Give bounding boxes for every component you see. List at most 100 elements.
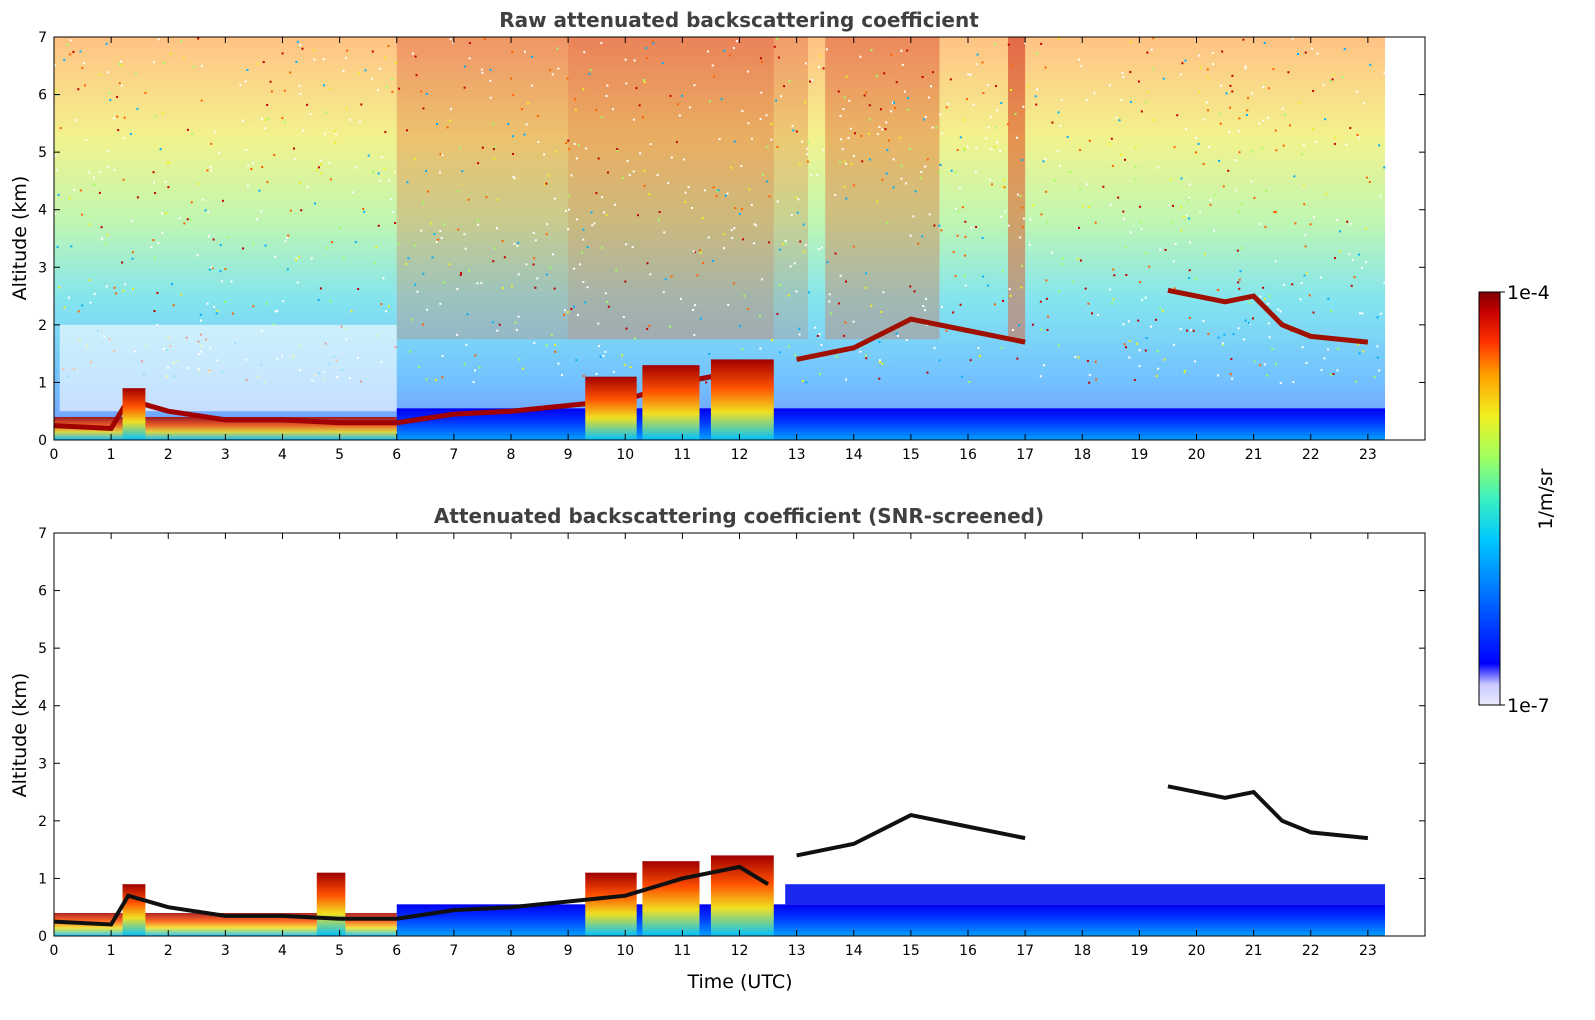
noise-speckle <box>879 108 882 111</box>
noise-speckle <box>639 152 642 155</box>
noise-speckle <box>1120 99 1123 102</box>
noise-speckle <box>1150 325 1153 328</box>
noise-speckle <box>408 350 411 353</box>
noise-speckle <box>1039 300 1042 303</box>
noise-speckle <box>1016 357 1019 360</box>
noise-speckle <box>1076 257 1079 260</box>
noise-speckle <box>1093 92 1096 95</box>
noise-speckle <box>770 138 773 141</box>
noise-speckle <box>845 280 848 283</box>
noise-speckle <box>154 192 157 195</box>
noise-speckle <box>375 246 378 249</box>
x-tick-label: 16 <box>959 943 977 959</box>
noise-speckle <box>295 257 298 260</box>
noise-speckle <box>616 149 619 152</box>
noise-speckle <box>159 148 162 151</box>
noise-speckle <box>467 198 470 201</box>
noise-speckle <box>216 309 219 312</box>
noise-speckle <box>212 238 215 241</box>
noise-speckle <box>1349 127 1352 130</box>
noise-speckle <box>298 84 301 87</box>
noise-speckle <box>1238 130 1241 133</box>
noise-speckle <box>622 315 625 318</box>
noise-speckle <box>717 189 720 192</box>
noise-speckle <box>1234 159 1237 162</box>
noise-speckle <box>921 235 924 238</box>
noise-speckle <box>439 229 442 232</box>
noise-speckle <box>582 238 585 241</box>
noise-speckle <box>1195 151 1197 154</box>
noise-speckle <box>1319 276 1322 279</box>
noise-speckle <box>397 242 400 245</box>
noise-speckle <box>1181 62 1184 65</box>
noise-speckle <box>783 85 786 88</box>
noise-speckle <box>1007 224 1010 227</box>
noise-speckle <box>300 209 303 212</box>
noise-speckle <box>801 140 804 143</box>
noise-speckle <box>1159 307 1162 310</box>
noise-speckle <box>1019 194 1022 197</box>
noise-speckle <box>1303 203 1306 206</box>
noise-speckle <box>310 257 313 260</box>
noise-speckle <box>817 248 820 251</box>
noise-speckle <box>410 318 413 321</box>
noise-speckle <box>420 90 423 93</box>
noise-speckle <box>1108 143 1111 146</box>
noise-speckle <box>1074 355 1077 358</box>
noise-speckle <box>758 315 761 318</box>
noise-speckle <box>892 158 895 161</box>
noise-speckle <box>533 257 536 260</box>
noise-speckle <box>496 198 499 201</box>
noise-speckle <box>346 49 349 52</box>
noise-speckle <box>1262 119 1265 122</box>
noise-speckle <box>129 132 132 135</box>
noise-speckle <box>638 104 641 107</box>
noise-speckle <box>1365 176 1368 179</box>
noise-speckle <box>357 288 360 291</box>
noise-speckle <box>74 119 77 122</box>
noise-speckle <box>1195 137 1198 140</box>
noise-speckle <box>839 274 842 277</box>
cloud-layer-line <box>796 813 1026 858</box>
noise-speckle <box>771 338 774 341</box>
noise-speckle <box>975 146 978 149</box>
noise-speckle <box>211 267 214 270</box>
noise-speckle <box>1108 288 1111 291</box>
noise-speckle <box>448 119 451 122</box>
noise-speckle <box>169 52 172 55</box>
noise-speckle <box>741 208 744 211</box>
noise-speckle <box>425 93 428 96</box>
noise-speckle <box>84 84 87 87</box>
noise-speckle <box>779 248 782 251</box>
noise-speckle <box>1266 374 1269 377</box>
noise-speckle <box>1058 290 1061 293</box>
noise-speckle <box>306 185 309 188</box>
noise-speckle <box>153 61 156 64</box>
noise-speckle <box>513 242 516 245</box>
noise-speckle <box>1358 253 1361 256</box>
noise-speckle <box>819 373 822 376</box>
noise-speckle <box>573 142 576 145</box>
noise-speckle <box>787 345 790 348</box>
noise-speckle <box>200 64 203 67</box>
noise-speckle <box>1094 221 1097 224</box>
noise-speckle <box>72 50 75 53</box>
noise-speckle <box>806 147 809 150</box>
noise-speckle <box>383 167 386 170</box>
noise-speckle <box>656 173 659 176</box>
noise-speckle <box>681 94 684 97</box>
noise-speckle <box>345 56 348 59</box>
noise-speckle <box>191 132 194 135</box>
panel-raw-x-axis: 0 1 2 3 4 5 6 7 8 9 10 11 12 13 14 15 16 17 18 19 20 21 22 23 <box>50 37 1377 463</box>
noise-speckle <box>990 148 993 151</box>
noise-speckle <box>716 189 719 192</box>
noise-speckle <box>464 247 467 250</box>
noise-speckle <box>954 275 957 278</box>
noise-speckle <box>1281 107 1284 110</box>
noise-speckle <box>1211 63 1214 66</box>
noise-speckle <box>945 329 948 332</box>
panel-raw-heatmap <box>53 37 1386 440</box>
x-tick-label: 17 <box>1016 447 1034 463</box>
noise-speckle <box>1111 302 1114 305</box>
noise-speckle <box>440 236 443 239</box>
